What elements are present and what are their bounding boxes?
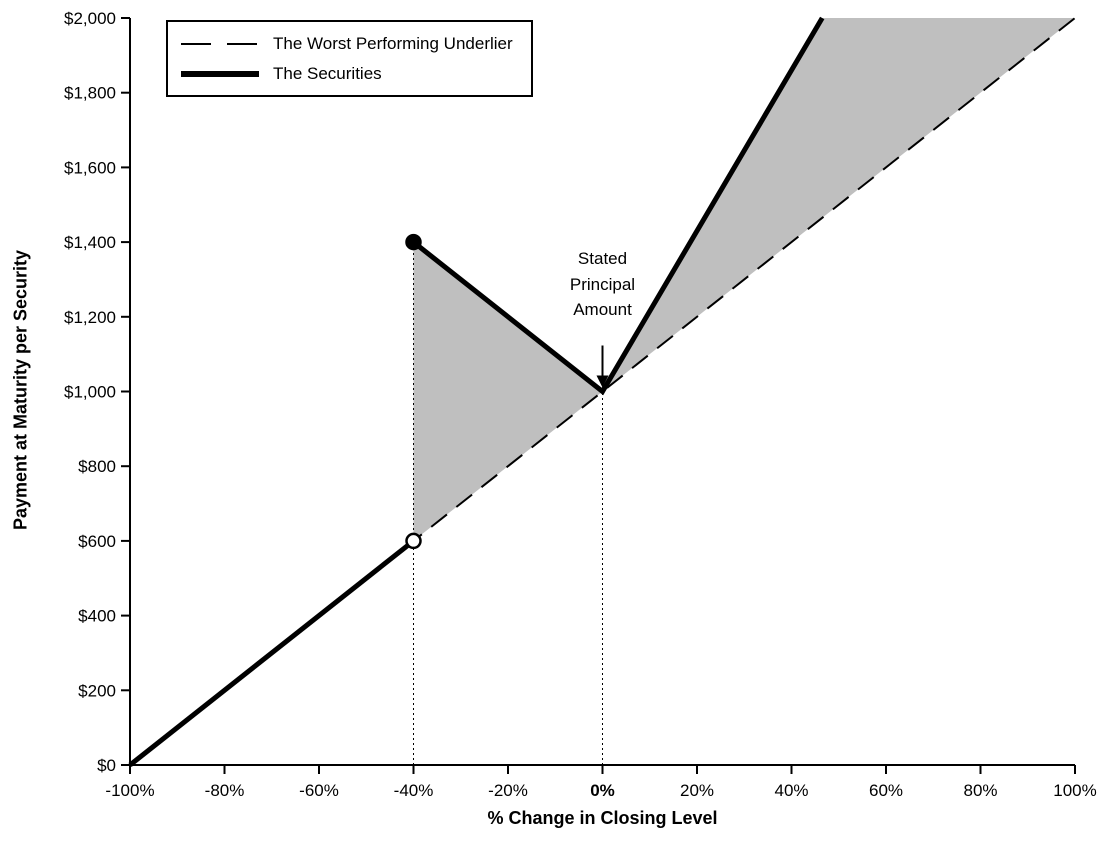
y-tick-label: $400 bbox=[78, 607, 116, 626]
y-tick-label: $1,200 bbox=[64, 308, 116, 327]
legend-label-securities: The Securities bbox=[273, 63, 382, 83]
x-tick-label: -60% bbox=[299, 781, 339, 800]
annotation-line: Principal bbox=[569, 274, 636, 294]
y-tick-label: $1,600 bbox=[64, 158, 116, 177]
annotation-arrow-head bbox=[596, 375, 609, 388]
x-tick-label: 60% bbox=[869, 781, 903, 800]
annotation-line: Amount bbox=[573, 300, 632, 319]
x-tick-label: 80% bbox=[963, 781, 997, 800]
shaded-region bbox=[413, 242, 603, 541]
x-tick-label: -80% bbox=[205, 781, 245, 800]
open-circle-marker bbox=[405, 532, 422, 550]
x-axis-title: % Change in Closing Level bbox=[487, 808, 718, 828]
legend-entry-securities: The Securities bbox=[180, 61, 513, 86]
stated-principal-annotation: Stated Principal Amount bbox=[519, 246, 686, 323]
series-the-securities bbox=[128, 538, 416, 767]
y-tick-label: $600 bbox=[78, 532, 116, 551]
filled-circle-marker bbox=[405, 233, 422, 251]
legend-label-underlier: The Worst Performing Underlier bbox=[273, 33, 513, 53]
y-tick-label: $2,000 bbox=[64, 9, 116, 28]
legend: The Worst Performing Underlier The Secur… bbox=[166, 20, 533, 97]
legend-entry-underlier: The Worst Performing Underlier bbox=[180, 31, 513, 56]
y-tick-label: $200 bbox=[78, 681, 116, 700]
dashed-line-sample-icon bbox=[181, 42, 259, 45]
x-tick-label: 0% bbox=[590, 781, 615, 800]
x-tick-label: -20% bbox=[488, 781, 528, 800]
x-tick-label: -100% bbox=[105, 781, 154, 800]
y-tick-label: $0 bbox=[97, 756, 116, 775]
solid-line-sample-icon bbox=[181, 70, 259, 77]
annotation-line: Stated bbox=[577, 249, 628, 268]
y-tick-label: $1,800 bbox=[64, 84, 116, 103]
x-tick-label: 20% bbox=[680, 781, 714, 800]
series-the-securities bbox=[411, 16, 825, 396]
y-tick-label: $1,000 bbox=[64, 383, 116, 402]
y-axis-title: Payment at Maturity per Security bbox=[10, 249, 31, 531]
y-tick-label: $1,400 bbox=[64, 233, 116, 252]
x-tick-label: 100% bbox=[1053, 781, 1096, 800]
x-tick-label: -40% bbox=[394, 781, 434, 800]
y-tick-label: $800 bbox=[78, 457, 116, 476]
x-tick-label: 40% bbox=[774, 781, 808, 800]
